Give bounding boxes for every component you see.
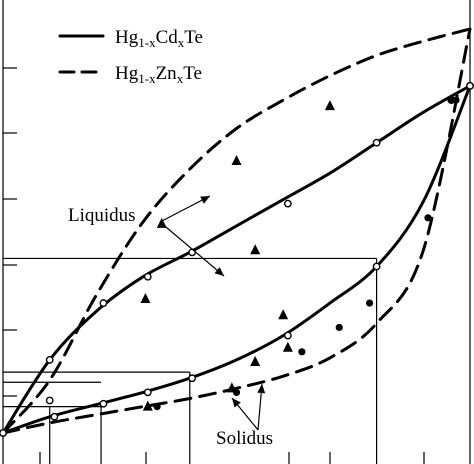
legend: Hg1-xCdxTe Hg1-xZnxTe bbox=[58, 27, 203, 86]
open-circle-marker bbox=[143, 272, 152, 281]
liquidus-label: Liquidus bbox=[68, 205, 136, 226]
legend-cdte-mid: Cd bbox=[156, 27, 179, 48]
legend-znte-tail: Te bbox=[183, 63, 202, 84]
legend-cdte-tail: Te bbox=[184, 27, 203, 48]
solidus-label: Solidus bbox=[216, 428, 273, 449]
open-circle-marker bbox=[283, 331, 292, 340]
open-circle-marker bbox=[143, 388, 152, 397]
legend-label-znte: Hg1-xZnxTe bbox=[115, 63, 202, 86]
open-circle-marker bbox=[0, 429, 7, 437]
liquidus-arrow-b-shaft bbox=[159, 221, 225, 277]
filled-dot-marker bbox=[232, 388, 241, 396]
cdte-liquidus-curve bbox=[1, 84, 472, 435]
liquidus-arrow-b-head bbox=[214, 267, 224, 276]
znte-solidus-curve bbox=[1, 27, 472, 435]
legend-znte-mid: Zn bbox=[156, 63, 178, 84]
solidus-arrow-b-head bbox=[232, 398, 241, 408]
filled-dot-marker bbox=[153, 403, 161, 411]
liquidus-arrow-a-head bbox=[200, 196, 210, 204]
open-circle-marker bbox=[372, 138, 381, 147]
open-circle-marker bbox=[45, 396, 54, 405]
open-circle-marker bbox=[99, 399, 108, 408]
legend-cdte-sub1: 1-x bbox=[138, 35, 156, 50]
filled-dot-marker bbox=[452, 96, 460, 104]
open-circle-marker bbox=[188, 374, 197, 383]
cdte-solidus-curve bbox=[1, 84, 472, 435]
znte-liquidus-curve bbox=[1, 27, 472, 435]
legend-label-cdte: Hg1-xCdxTe bbox=[115, 27, 203, 50]
open-circle-marker bbox=[50, 412, 59, 421]
triangle-marker bbox=[250, 355, 261, 366]
data-markers bbox=[0, 81, 474, 437]
legend-cdte-base: Hg bbox=[115, 27, 139, 48]
legend-cdte-sub2: x bbox=[178, 35, 185, 50]
triangle-marker bbox=[282, 341, 293, 352]
open-circle-marker bbox=[188, 248, 197, 257]
liquidus-arrow-a-shaft bbox=[159, 195, 211, 223]
legend-znte-sub1: 1-x bbox=[138, 71, 156, 86]
filled-dot-marker bbox=[298, 348, 306, 356]
filled-dot-marker bbox=[424, 214, 432, 222]
open-circle-marker bbox=[283, 199, 292, 208]
open-circle-marker bbox=[372, 262, 381, 271]
series-curves bbox=[1, 27, 472, 435]
open-circle-marker bbox=[45, 356, 54, 364]
open-circle-marker bbox=[466, 81, 474, 90]
legend-znte-base: Hg bbox=[115, 63, 139, 84]
filled-dot-marker bbox=[365, 299, 374, 307]
open-circle-marker bbox=[99, 299, 108, 307]
triangle-marker bbox=[231, 154, 242, 165]
filled-dot-marker bbox=[335, 323, 343, 332]
triangle-marker bbox=[250, 244, 261, 255]
triangle-marker bbox=[140, 293, 151, 304]
triangle-marker bbox=[324, 100, 335, 111]
annotation-arrows bbox=[159, 195, 266, 431]
legend-znte-sub2: x bbox=[177, 71, 184, 86]
triangle-marker bbox=[142, 400, 153, 411]
solidus-arrow-a-head bbox=[257, 384, 266, 394]
triangle-marker bbox=[278, 309, 289, 320]
